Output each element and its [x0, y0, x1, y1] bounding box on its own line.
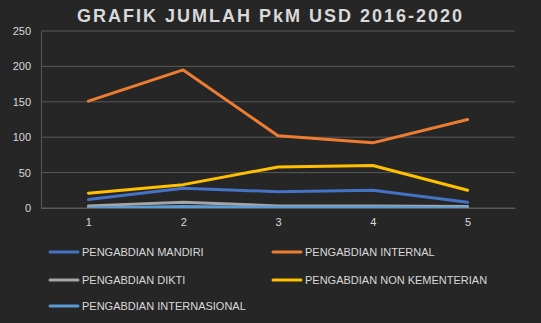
legend-label: PENGABDIAN INTERNASIONAL	[82, 300, 246, 312]
x-tick-label: 3	[275, 216, 281, 228]
x-tick-label: 2	[181, 216, 187, 228]
series-line	[88, 70, 467, 143]
series-line	[88, 166, 467, 194]
grid-line	[41, 101, 515, 102]
x-tick-label: 1	[86, 216, 92, 228]
legend-label: PENGABDIAN MANDIRI	[82, 246, 204, 258]
background	[0, 0, 541, 323]
chart: GRAFIK JUMLAH PkM USD 2016-2020050100150…	[0, 0, 541, 323]
y-tick-label: 50	[19, 167, 31, 179]
y-tick-label: 250	[13, 25, 31, 37]
legend-label: PENGABDIAN DIKTI	[82, 274, 185, 286]
y-tick-label: 200	[13, 60, 31, 72]
y-tick: 250	[13, 25, 41, 37]
y-tick: 0	[25, 202, 41, 214]
x-tick: 5	[465, 208, 471, 228]
legend-swatch	[273, 251, 301, 254]
plot: 0 50 100 150 200 250 1 2 3 4 5	[13, 25, 516, 228]
y-tick: 200	[13, 60, 41, 72]
x-tick: 2	[181, 208, 187, 228]
grid-line	[41, 66, 515, 67]
grid-line	[41, 208, 515, 209]
y-tick-label: 150	[13, 96, 31, 108]
legend: PENGABDIAN MANDIRI PENGABDIAN INTERNAL PEN…	[50, 246, 487, 312]
grid-line	[41, 172, 515, 173]
series-lines	[88, 70, 467, 208]
legend-item: PENGABDIAN INTERNASIONAL	[50, 300, 246, 312]
y-tick: 150	[13, 96, 41, 108]
x-axis-line	[42, 208, 516, 209]
legend-item: PENGABDIAN MANDIRI	[50, 246, 204, 258]
title: GRAFIK JUMLAH PkM USD 2016-2020	[77, 6, 464, 26]
legend-label: PENGABDIAN INTERNAL	[305, 246, 435, 258]
legend-swatch	[50, 279, 78, 282]
legend-swatch	[273, 279, 301, 282]
legend-swatch	[50, 251, 78, 254]
legend-item: PENGABDIAN DIKTI	[50, 274, 185, 286]
y-tick-label: 0	[25, 202, 31, 214]
y-tick: 50	[19, 167, 41, 179]
y-tick: 100	[13, 131, 41, 143]
x-tick: 1	[86, 208, 92, 228]
x-tick: 4	[370, 208, 376, 228]
series-line	[88, 188, 467, 202]
x-axis: 1 2 3 4 5	[42, 208, 516, 228]
y-axis-line	[41, 32, 42, 209]
legend-item: PENGABDIAN NON KEMENTERIAN	[273, 274, 487, 286]
legend-item: PENGABDIAN INTERNAL	[273, 246, 435, 258]
y-tick-label: 100	[13, 131, 31, 143]
grid-line	[41, 31, 515, 32]
legend-label: PENGABDIAN NON KEMENTERIAN	[305, 274, 487, 286]
series-line	[88, 207, 467, 208]
y-axis: 0 50 100 150 200 250	[13, 25, 42, 214]
x-tick-label: 5	[465, 216, 471, 228]
grid	[41, 31, 515, 208]
legend-swatch	[50, 305, 78, 308]
x-tick-label: 4	[370, 216, 376, 228]
x-tick: 3	[275, 208, 281, 228]
